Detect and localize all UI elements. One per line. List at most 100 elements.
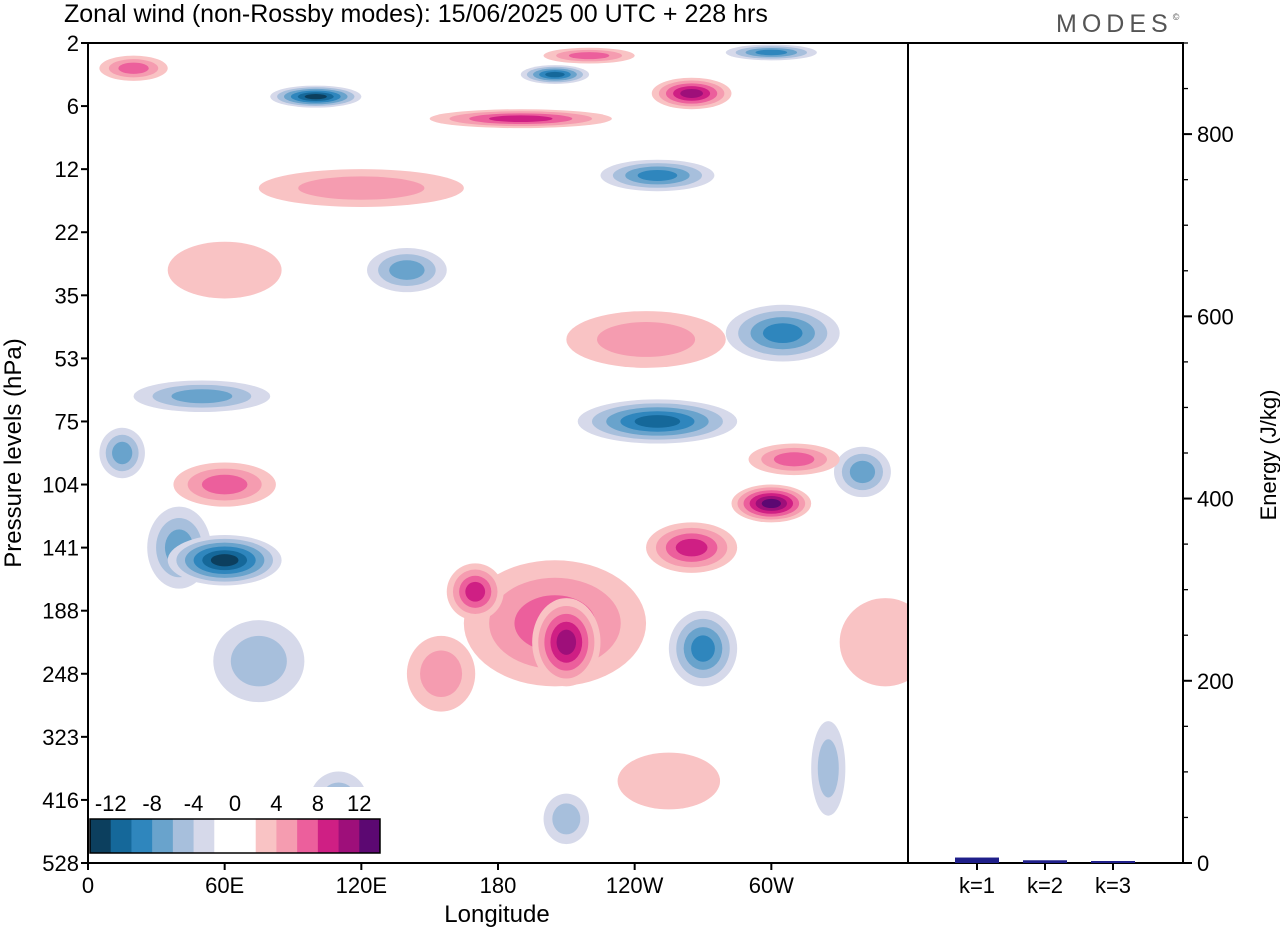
energy-bar	[1091, 861, 1135, 863]
energy-category-label: k=2	[1027, 873, 1063, 898]
contour-feature-6	[725, 304, 840, 362]
colorbar-swatch	[131, 819, 153, 853]
energy-tick-label: 800	[1197, 122, 1234, 147]
contour-band	[761, 498, 781, 509]
contour-feature-23	[566, 311, 726, 368]
contour-feature-33	[839, 598, 908, 687]
longitude-tick-label: 60E	[205, 873, 244, 898]
pressure-tick-label: 188	[42, 599, 79, 624]
energy-bars: k=1 k=2 k=3	[955, 857, 1135, 898]
contour-feature-17	[99, 55, 168, 81]
modes-logo-mark: ©	[1173, 12, 1185, 22]
contour-feature-31	[406, 635, 476, 712]
colorbar-label: -12	[95, 791, 127, 816]
contour-band	[839, 598, 908, 687]
pressure-axis: 2 6 12 22 35 53 75 104 141 188 248 323 416 528	[42, 31, 88, 876]
pressure-tick-label: 528	[42, 851, 79, 876]
contour-band	[171, 389, 233, 404]
contour-feature-9	[99, 427, 145, 479]
pressure-tick-label: 12	[55, 157, 79, 182]
energy-tick-label: 0	[1197, 851, 1209, 876]
energy-bar	[955, 857, 999, 863]
contour-feature-27	[646, 522, 738, 573]
contour-band	[118, 62, 149, 74]
heatmap-ylabel: Pressure levels (hPa)	[0, 338, 27, 567]
colorbar-swatch	[255, 819, 277, 853]
contour-feature-26	[731, 484, 812, 523]
colorbar-swatch	[317, 819, 339, 853]
colorbar-label: 4	[270, 791, 282, 816]
colorbar-swatch	[297, 819, 319, 853]
contour-feature-13	[213, 620, 305, 703]
pressure-tick-label: 248	[42, 662, 79, 687]
contour-feature-22	[167, 241, 282, 299]
colorbar-label: 8	[312, 791, 324, 816]
contour-band	[230, 635, 287, 687]
contour-band	[304, 93, 327, 100]
contour-feature-19	[543, 47, 635, 64]
colorbar-label: -4	[184, 791, 204, 816]
colorbar-swatch	[193, 819, 215, 853]
contour-band	[389, 260, 425, 280]
colorbar-swatch	[338, 819, 360, 853]
energy-tick-label: 400	[1197, 487, 1234, 512]
colorbar-swatch	[110, 819, 132, 853]
colorbar-frame	[89, 818, 381, 854]
pressure-tick-label: 323	[42, 725, 79, 750]
energy-ylabel: Energy (J/kg)	[1256, 390, 1280, 521]
energy-tick-label: 200	[1197, 669, 1234, 694]
pressure-tick-label: 416	[42, 788, 79, 813]
colorbar-label: 12	[347, 791, 371, 816]
colorbar-swatch	[172, 819, 194, 853]
longitude-tick-label: 180	[480, 873, 517, 898]
figure-title: Zonal wind (non-Rossby modes): 15/06/202…	[64, 0, 768, 28]
pressure-tick-label: 53	[55, 346, 79, 371]
heatmap-xlabel: Longitude	[444, 901, 549, 928]
pressure-tick-label: 22	[55, 220, 79, 245]
colorbar-swatch	[359, 819, 381, 853]
contour-feature-10	[833, 446, 891, 498]
contour-band	[489, 115, 553, 122]
energy-category-label: k=1	[959, 873, 995, 898]
contour-band	[691, 635, 715, 662]
contour-band	[552, 803, 581, 835]
modes-logo: MODES©	[1056, 10, 1184, 38]
contour-band	[617, 752, 721, 810]
contour-band	[545, 71, 565, 78]
contour-band	[167, 241, 282, 299]
colorbar-swatch	[90, 819, 112, 853]
contour-feature-25	[748, 443, 840, 476]
contour-feature-7	[133, 380, 271, 412]
contour-feature-8	[577, 399, 738, 444]
colorbar-label: -8	[142, 791, 162, 816]
contour-feature-4	[600, 159, 715, 192]
pressure-tick-label: 104	[42, 473, 79, 498]
contour-band	[634, 415, 681, 428]
contour-feature-24	[173, 462, 276, 507]
contour-feature-21	[258, 169, 464, 207]
contour-feature-29	[532, 598, 601, 687]
pressure-tick-label: 141	[42, 536, 79, 561]
contour-band	[680, 88, 703, 98]
colorbar-label: 0	[229, 791, 241, 816]
pressure-tick-label: 75	[55, 409, 79, 434]
contour-feature-32	[617, 752, 721, 810]
contour-band	[773, 452, 815, 467]
colorbar-swatch	[276, 819, 298, 853]
contour-band	[112, 441, 133, 465]
contour-band	[568, 52, 610, 60]
contour-band	[210, 554, 239, 567]
modes-logo-text: MODES	[1056, 10, 1173, 38]
contour-band	[298, 176, 425, 200]
contour-band	[849, 460, 876, 484]
contour-band	[465, 581, 486, 602]
contour-band	[596, 321, 696, 357]
colorbar: -12 -8 -4 0 4 8 12	[88, 787, 388, 863]
contour-feature-15	[543, 793, 590, 845]
contour-band	[675, 538, 708, 557]
colorbar-swatch	[152, 819, 174, 853]
contour-band	[201, 474, 248, 495]
contour-feature-11	[668, 610, 738, 687]
contour-feature-30	[446, 563, 504, 621]
